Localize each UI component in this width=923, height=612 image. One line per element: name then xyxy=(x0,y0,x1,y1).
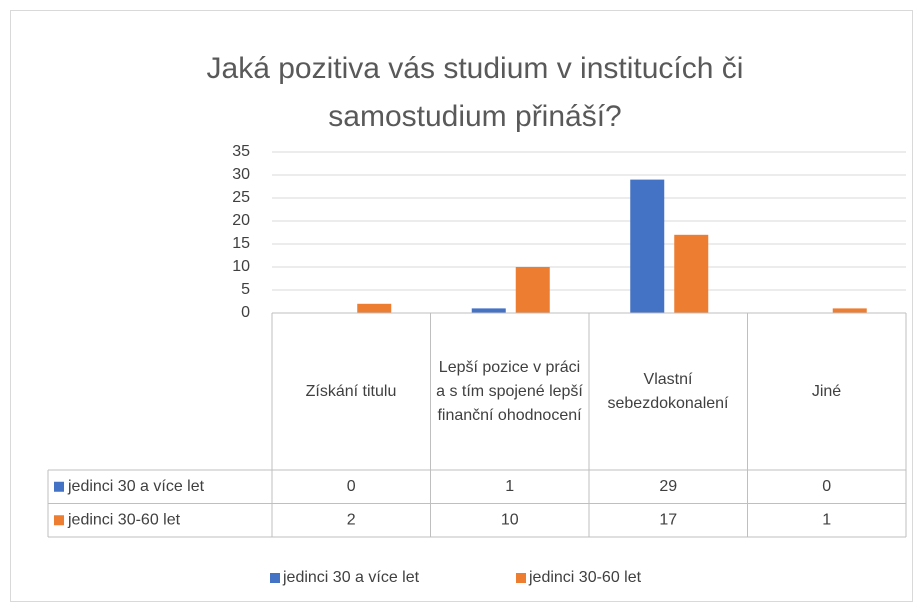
y-tick-label: 35 xyxy=(232,143,250,160)
y-tick-label: 25 xyxy=(232,189,250,206)
legend-swatch xyxy=(54,515,64,526)
category-label-box: Jiné xyxy=(811,382,842,400)
legend-swatch xyxy=(270,573,280,583)
category-label: Lepší pozice v práci a s tím spojené lep… xyxy=(436,358,583,424)
table-value: 1 xyxy=(822,511,831,528)
legend-swatch xyxy=(516,573,526,583)
table-value: 2 xyxy=(347,511,356,528)
category-label-box: Lepší pozice v práci a s tím spojené lep… xyxy=(436,358,583,424)
legend-label: jedinci 30 a více let xyxy=(282,569,420,586)
y-tick-label: 10 xyxy=(232,258,250,275)
bar xyxy=(832,308,867,313)
bar xyxy=(674,234,709,313)
table-value: 17 xyxy=(659,511,677,528)
y-tick-label: 30 xyxy=(232,166,250,183)
chart-title-box: Jaká pozitiva vás studium v institucích … xyxy=(206,52,744,133)
category-label-box: Získání titulu xyxy=(305,382,397,400)
y-tick-label: 0 xyxy=(241,304,250,321)
table-value: 10 xyxy=(501,511,519,528)
table-value: 0 xyxy=(822,478,831,495)
category-label: Vlastní sebezdokonalení xyxy=(607,370,729,412)
category-label: Jiné xyxy=(811,382,842,400)
table-value: 29 xyxy=(659,478,677,495)
row-label: jedinci 30 a více let xyxy=(67,478,205,495)
table-value: 0 xyxy=(347,478,356,495)
y-tick-label: 5 xyxy=(241,281,250,298)
bar xyxy=(630,179,665,313)
chart-title: Jaká pozitiva vás studium v institucích … xyxy=(206,52,744,133)
legend-label: jedinci 30-60 let xyxy=(528,569,642,586)
legend-swatch xyxy=(54,481,64,492)
bar xyxy=(357,303,392,313)
bar xyxy=(515,267,550,313)
bar xyxy=(471,308,506,313)
y-tick-label: 15 xyxy=(232,235,250,252)
table-value: 1 xyxy=(505,478,514,495)
category-label: Získání titulu xyxy=(305,382,397,400)
row-label: jedinci 30-60 let xyxy=(67,511,181,528)
y-tick-label: 20 xyxy=(232,212,250,229)
category-label-box: Vlastní sebezdokonalení xyxy=(607,370,729,412)
